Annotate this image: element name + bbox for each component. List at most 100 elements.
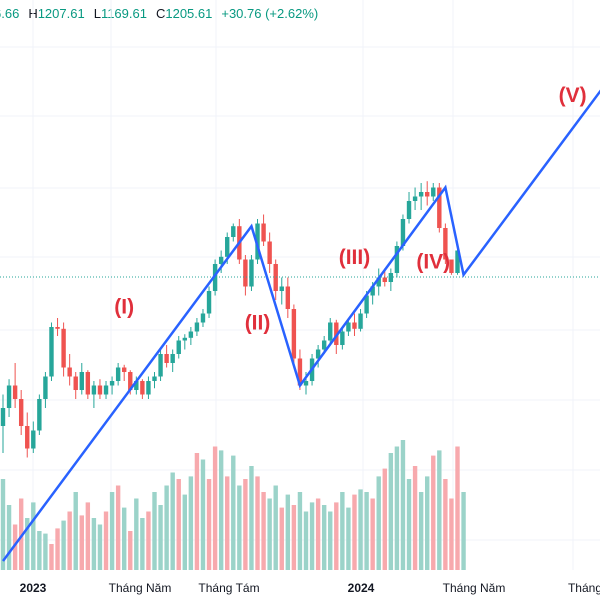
volume-bar [237, 485, 242, 570]
candle-body [170, 354, 175, 363]
candle-body [382, 277, 387, 282]
candle-body [67, 367, 72, 377]
low-value: 1169.61 [100, 6, 147, 21]
volume-bar [273, 485, 278, 570]
candle-body [285, 286, 291, 309]
volume-bar [0, 479, 6, 570]
candle-body [394, 246, 400, 273]
volume-bar [437, 450, 442, 570]
candle-body [49, 327, 54, 377]
candle-body [206, 291, 212, 314]
candle-body [291, 309, 297, 359]
volume-bar [364, 492, 369, 570]
candle-body [200, 313, 206, 323]
volume-bar [431, 455, 436, 570]
volume-bar [309, 502, 315, 570]
candle-body [31, 430, 36, 449]
candle-body [85, 372, 91, 395]
x-axis-label: 2023 [20, 581, 47, 595]
candle-body [91, 385, 97, 395]
candle-body [346, 322, 351, 332]
volume-bar [49, 544, 54, 570]
candle-body [218, 256, 224, 264]
candle-body [358, 313, 363, 329]
volume-bar [388, 453, 394, 570]
candle-body [152, 376, 157, 381]
candle-body [455, 250, 460, 273]
elliott-wave-line [1, 89, 600, 562]
candle-body [37, 399, 42, 431]
volume-bar [279, 507, 284, 570]
volume-bar [297, 492, 303, 570]
volume-bars [0, 440, 466, 570]
volume-bar [170, 472, 175, 570]
candle-body [364, 295, 369, 314]
candle-body [279, 286, 284, 291]
volume-bar [140, 518, 145, 570]
x-axis-label: Tháng Năm [109, 581, 172, 595]
candle-body [412, 196, 418, 201]
volume-bar [206, 479, 212, 570]
candle-body [449, 259, 454, 273]
volume-bar [455, 446, 460, 570]
volume-bar [182, 494, 187, 570]
candle-body [194, 322, 200, 332]
candle-body [188, 331, 194, 338]
grid-lines [0, 0, 600, 570]
volume-bar [328, 511, 333, 570]
volume-bar [122, 507, 127, 570]
volume-bar [164, 485, 169, 570]
volume-bar [261, 492, 266, 570]
change-value: +30.76 (+2.62%) [221, 6, 319, 21]
volume-bar [176, 479, 181, 570]
candle-body [328, 322, 333, 341]
candle-body [122, 367, 127, 372]
candle-body [406, 201, 412, 219]
volume-bar [152, 492, 157, 570]
candle-body [212, 264, 218, 291]
candle-body [443, 228, 448, 260]
volume-bar [188, 476, 194, 570]
x-axis-label: Tháng Năm [443, 581, 506, 595]
candle-body [231, 226, 236, 237]
volume-bar [418, 492, 424, 570]
volume-bar [200, 459, 206, 570]
candle-body [303, 381, 309, 386]
candle-body [352, 322, 357, 329]
volume-bar [249, 466, 254, 570]
volume-bar [285, 494, 291, 570]
candle-body [97, 385, 103, 395]
low-key: L [93, 6, 101, 21]
volume-bar [394, 446, 400, 570]
candle-body [297, 358, 303, 386]
close-value: 1205.61 [165, 6, 213, 21]
candle-body [418, 192, 424, 197]
candle-body [321, 340, 327, 350]
volume-bar [218, 450, 224, 570]
candle-body [431, 187, 436, 197]
volume-bar [406, 479, 412, 570]
candle-body [0, 408, 6, 426]
volume-bar [158, 505, 163, 570]
volume-bar [352, 494, 357, 570]
candle-body [146, 381, 151, 395]
candle-body [109, 381, 115, 386]
candle-body [243, 259, 248, 287]
candle-body [103, 385, 109, 395]
candlesticks [0, 181, 460, 458]
wave-label: (III) [339, 246, 371, 269]
volume-bar [243, 479, 248, 570]
volume-bar [382, 468, 387, 570]
candle-body [437, 187, 442, 228]
candle-body [267, 241, 272, 264]
candle-body [134, 381, 139, 390]
volume-bar [55, 528, 60, 570]
close-key: C [155, 6, 166, 21]
volume-bar [315, 498, 321, 570]
volume-bar [85, 502, 91, 570]
volume-bar [134, 498, 139, 570]
candle-body [128, 372, 133, 390]
candle-body [425, 192, 430, 197]
volume-bar [461, 492, 466, 570]
